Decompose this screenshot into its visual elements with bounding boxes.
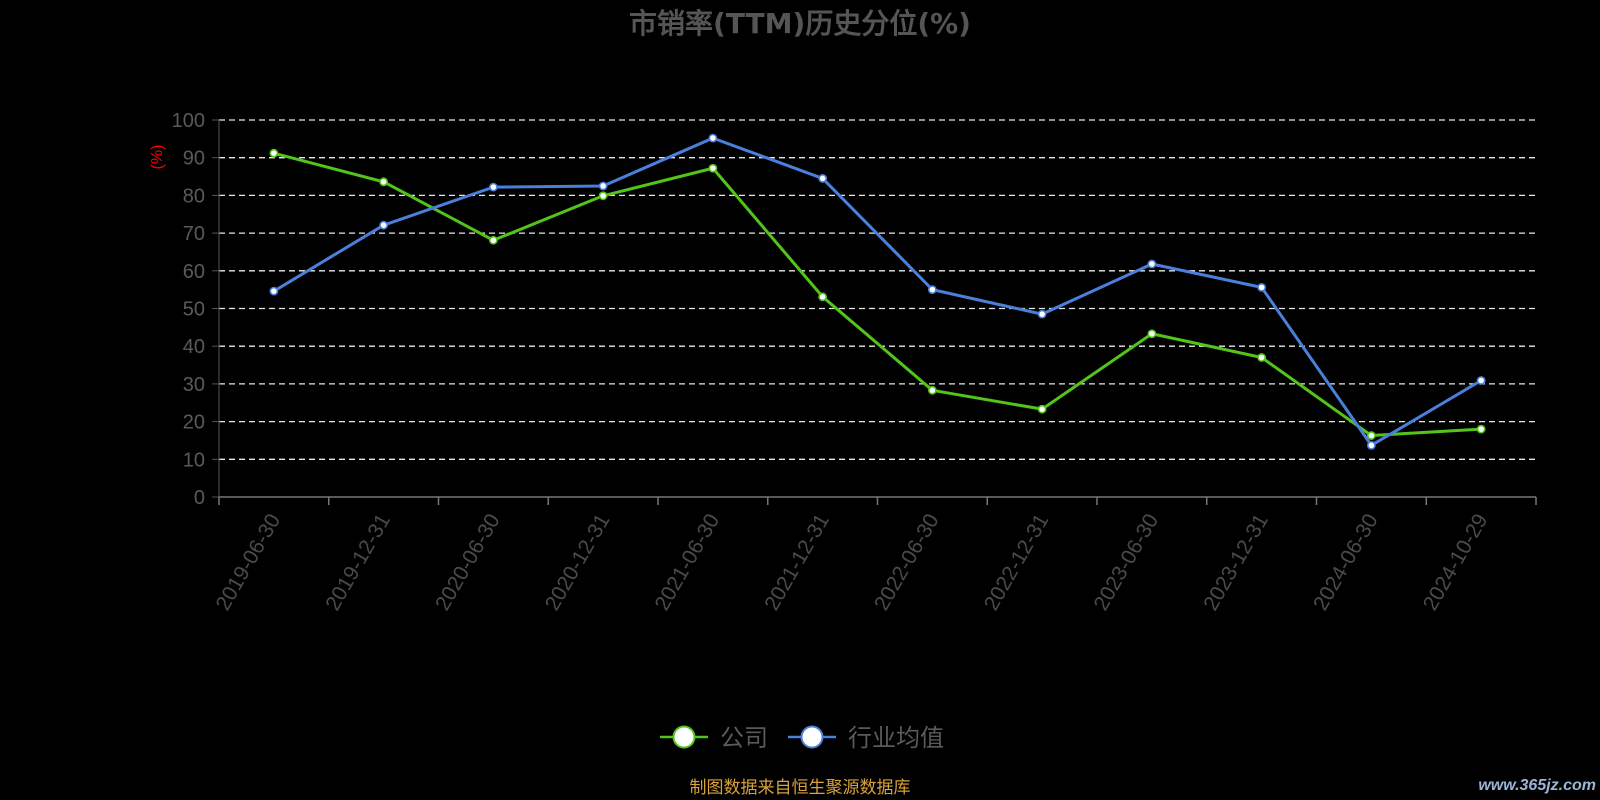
x-tick-label-4: 2021-06-30 xyxy=(651,510,725,615)
x-tick-label-6: 2022-06-30 xyxy=(870,510,944,615)
data-point-1-3 xyxy=(598,181,608,191)
series-line-1 xyxy=(273,136,1482,447)
data-point-0-6 xyxy=(927,385,937,395)
x-axis: 2019-06-30 2019-12-31 2020-06-30 2020-12-31… xyxy=(212,496,1537,615)
x-tick-label-10: 2024-06-30 xyxy=(1309,510,1383,615)
series-layer xyxy=(269,133,1486,450)
y-tick-label-10: 10 xyxy=(183,449,205,471)
x-tick-label-2: 2020-06-30 xyxy=(431,510,505,615)
x-tick-label-8: 2023-06-30 xyxy=(1090,510,1164,615)
data-point-0-0 xyxy=(269,148,279,158)
data-point-0-1 xyxy=(379,177,389,187)
legend: 公司 行业均值 xyxy=(660,724,944,752)
x-tick-label-11: 2024-10-29 xyxy=(1419,510,1493,615)
y-tick-label-70: 70 xyxy=(183,223,205,245)
data-point-1-4 xyxy=(708,133,718,143)
y-tick-label-20: 20 xyxy=(183,412,205,434)
y-tick-label-0: 0 xyxy=(194,487,205,509)
y-tick-label-40: 40 xyxy=(183,336,205,358)
data-point-0-3 xyxy=(598,191,608,201)
legend-marker-1 xyxy=(800,725,824,749)
y-axis-ticks: 0 10 20 30 40 50 60 70 80 90 100 xyxy=(172,110,220,509)
data-point-0-11 xyxy=(1476,424,1486,434)
y-tick-label-100: 100 xyxy=(172,110,205,132)
data-point-0-7 xyxy=(1037,404,1047,414)
grid-lines xyxy=(219,119,1536,460)
legend-marker-0 xyxy=(672,725,696,749)
data-point-1-8 xyxy=(1147,259,1157,269)
data-point-1-2 xyxy=(488,182,498,192)
y-tick-label-60: 60 xyxy=(183,261,205,283)
data-point-1-7 xyxy=(1037,309,1047,319)
data-point-0-5 xyxy=(818,292,828,302)
y-tick-label-80: 80 xyxy=(183,185,205,207)
y-tick-label-30: 30 xyxy=(183,374,205,396)
chart-title: 市销率(TTM)历史分位(%) xyxy=(629,7,971,40)
data-source-note: 制图数据来自恒生聚源数据库 xyxy=(690,778,911,798)
data-point-0-4 xyxy=(708,163,718,173)
x-tick-label-3: 2020-12-31 xyxy=(541,510,615,615)
data-point-0-8 xyxy=(1147,329,1157,339)
series-line-0 xyxy=(273,151,1482,438)
data-point-0-9 xyxy=(1257,353,1267,362)
data-point-0-2 xyxy=(488,235,498,245)
x-tick-label-1: 2019-12-31 xyxy=(321,510,395,615)
data-point-1-5 xyxy=(818,174,828,183)
x-tick-label-9: 2023-12-31 xyxy=(1199,510,1273,615)
x-tick-label-5: 2021-12-31 xyxy=(760,510,834,615)
y-tick-label-90: 90 xyxy=(183,148,205,170)
watermark: www.365jz.com xyxy=(1478,777,1596,794)
data-point-0-10 xyxy=(1366,431,1376,440)
data-point-1-11 xyxy=(1476,376,1486,385)
data-point-1-9 xyxy=(1257,282,1267,292)
data-point-1-10 xyxy=(1366,440,1376,450)
legend-label-1: 行业均值 xyxy=(848,724,944,752)
x-tick-label-7: 2022-12-31 xyxy=(980,510,1054,615)
data-point-1-1 xyxy=(379,220,389,230)
y-tick-label-50: 50 xyxy=(183,299,205,321)
data-point-1-0 xyxy=(269,286,279,296)
data-point-1-6 xyxy=(927,285,937,295)
y-axis-label: (%) xyxy=(149,145,166,170)
legend-label-0: 公司 xyxy=(720,724,768,752)
x-tick-label-0: 2019-06-30 xyxy=(212,510,286,615)
